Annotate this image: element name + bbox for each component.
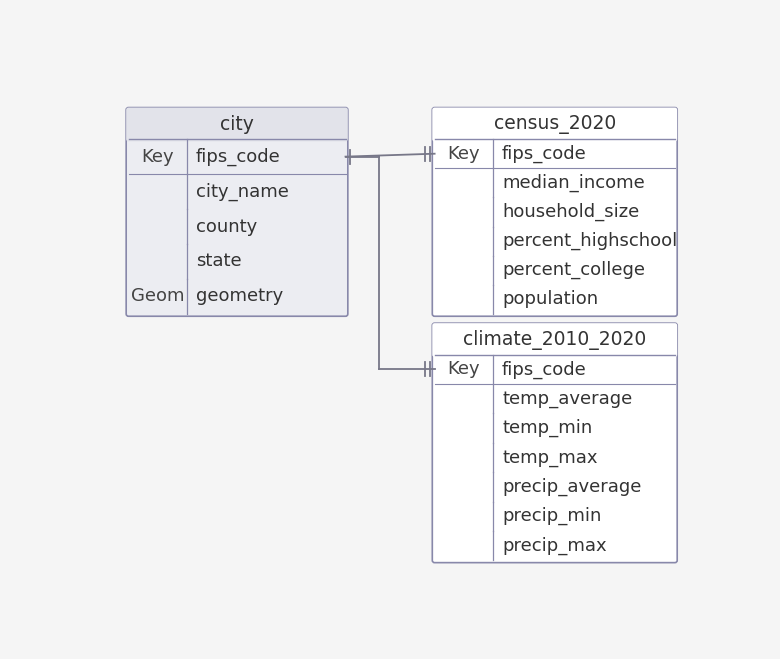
Text: temp_max: temp_max xyxy=(502,449,597,467)
Text: temp_min: temp_min xyxy=(502,419,592,438)
Text: census_2020: census_2020 xyxy=(494,115,616,134)
Text: fips_code: fips_code xyxy=(502,360,587,378)
Text: temp_average: temp_average xyxy=(502,389,633,408)
Text: Key: Key xyxy=(448,360,480,378)
Text: percent_highschool: percent_highschool xyxy=(502,232,677,250)
Text: median_income: median_income xyxy=(502,174,645,192)
Bar xyxy=(435,349,674,355)
Bar xyxy=(435,133,674,139)
Text: geometry: geometry xyxy=(196,287,283,306)
Text: fips_code: fips_code xyxy=(502,144,587,163)
Bar xyxy=(129,133,345,139)
Text: population: population xyxy=(502,291,598,308)
Text: city: city xyxy=(220,115,254,134)
Text: household_size: household_size xyxy=(502,203,640,221)
Text: climate_2010_2020: climate_2010_2020 xyxy=(463,330,647,350)
FancyBboxPatch shape xyxy=(126,107,348,142)
Text: precip_min: precip_min xyxy=(502,507,601,525)
FancyBboxPatch shape xyxy=(432,107,677,142)
Text: city_name: city_name xyxy=(196,183,289,201)
Text: percent_college: percent_college xyxy=(502,261,645,279)
Text: Geom: Geom xyxy=(131,287,184,306)
Text: county: county xyxy=(196,217,257,235)
Text: state: state xyxy=(196,252,242,270)
Text: fips_code: fips_code xyxy=(196,148,281,166)
FancyBboxPatch shape xyxy=(432,107,677,316)
Text: Key: Key xyxy=(141,148,174,165)
FancyBboxPatch shape xyxy=(126,107,348,316)
Text: Key: Key xyxy=(448,145,480,163)
FancyBboxPatch shape xyxy=(432,323,677,563)
FancyBboxPatch shape xyxy=(432,323,677,357)
Text: precip_average: precip_average xyxy=(502,478,641,496)
Text: precip_max: precip_max xyxy=(502,536,607,555)
